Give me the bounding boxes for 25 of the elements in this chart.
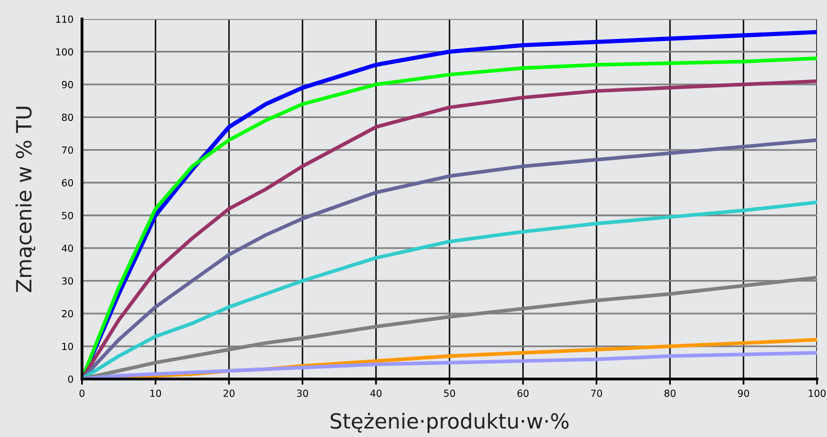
y-tick-label: 90 bbox=[62, 80, 74, 88]
x-tick-label: 50 bbox=[444, 390, 456, 397]
y-tick-label: 80 bbox=[62, 114, 74, 122]
x-tick-label: 80 bbox=[664, 390, 676, 397]
x-axis-title: Stężenie·produktu·w·% bbox=[330, 412, 569, 433]
x-tick-label: 20 bbox=[224, 390, 235, 397]
y-tick-label: 60 bbox=[62, 179, 74, 186]
x-tick-label: 100 bbox=[808, 390, 826, 397]
x-tick-label: 0 bbox=[80, 390, 84, 397]
x-tick-label: 70 bbox=[591, 390, 602, 397]
y-tick-label: 50 bbox=[62, 212, 74, 220]
y-tick-label: 110 bbox=[56, 15, 74, 23]
x-tick-label: 90 bbox=[738, 390, 750, 397]
y-tick-label: 40 bbox=[62, 244, 74, 252]
y-tick-label: 20 bbox=[62, 310, 74, 318]
x-tick-label: 60 bbox=[517, 390, 529, 397]
y-axis-title: Zmącenie w % TU bbox=[16, 106, 36, 292]
y-tick-label: 100 bbox=[56, 48, 74, 56]
y-tick-label: 30 bbox=[62, 277, 74, 285]
y-tick-label: 70 bbox=[62, 146, 74, 154]
x-tick-label: 10 bbox=[150, 390, 162, 397]
x-tick-label: 30 bbox=[297, 390, 308, 397]
y-tick-label: 10 bbox=[62, 342, 74, 350]
x-tick-label: 40 bbox=[370, 390, 382, 397]
y-tick-label: 0 bbox=[68, 375, 74, 383]
